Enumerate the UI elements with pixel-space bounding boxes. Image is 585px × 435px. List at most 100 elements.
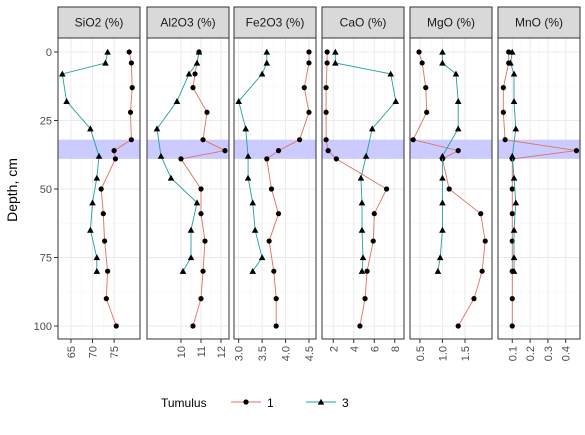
data-point-tumulus-3 xyxy=(510,98,518,104)
y-axis-title: Depth, cm xyxy=(4,158,20,222)
panel-strip xyxy=(57,6,141,39)
data-point-tumulus-1 xyxy=(128,60,134,66)
data-point-tumulus-1 xyxy=(424,109,430,115)
data-point-tumulus-3 xyxy=(454,125,462,132)
data-point-tumulus-1 xyxy=(371,211,377,217)
data-point-tumulus-3 xyxy=(510,70,518,77)
data-point-tumulus-1 xyxy=(273,323,279,329)
panel-strip xyxy=(409,6,493,39)
data-point-tumulus-1 xyxy=(306,60,312,66)
data-point-tumulus-3 xyxy=(93,254,101,261)
data-point-tumulus-3 xyxy=(439,152,446,159)
data-point-tumulus-1 xyxy=(500,85,506,91)
x-tick-label: 6 xyxy=(369,346,381,352)
x-tick-label: 0.5 xyxy=(415,346,427,361)
data-point-tumulus-1 xyxy=(446,186,452,192)
highlight-band xyxy=(58,139,140,159)
data-point-tumulus-1 xyxy=(190,85,196,91)
x-tick-label: 0.1 xyxy=(507,346,519,361)
y-tick-label: 0 xyxy=(46,47,52,59)
panel-border xyxy=(57,37,141,340)
data-point-tumulus-1 xyxy=(200,268,206,274)
data-point-tumulus-1 xyxy=(383,186,390,192)
data-point-tumulus-3 xyxy=(387,70,394,77)
panel-title: Fe2O3 (%) xyxy=(246,16,305,30)
data-point-tumulus-1 xyxy=(126,49,132,55)
panels-layer: 0 25 50 75 100 SiO2 (%) 65 70 75 Al2O3 (%) 10 11 12 F… xyxy=(34,6,581,361)
data-point-tumulus-3 xyxy=(452,70,460,77)
data-point-tumulus-1 xyxy=(323,85,329,91)
data-point-tumulus-1 xyxy=(200,137,206,143)
data-point-tumulus-1 xyxy=(362,296,368,302)
y-tick-label: 75 xyxy=(40,253,52,265)
highlight-band xyxy=(498,139,580,159)
data-point-tumulus-1 xyxy=(275,211,282,217)
data-point-tumulus-3 xyxy=(87,226,94,233)
data-point-tumulus-3 xyxy=(358,226,366,233)
data-point-tumulus-1 xyxy=(416,49,422,55)
data-point-tumulus-1 xyxy=(502,137,508,143)
data-point-tumulus-3 xyxy=(358,267,366,274)
x-tick-label: 0.2 xyxy=(525,346,537,361)
data-point-tumulus-1 xyxy=(509,323,515,329)
data-point-tumulus-1 xyxy=(306,109,312,115)
y-tick-label: 100 xyxy=(34,321,52,333)
data-point-tumulus-3 xyxy=(93,267,101,274)
data-point-tumulus-1 xyxy=(478,211,484,217)
data-point-tumulus-3 xyxy=(439,48,446,55)
data-point-tumulus-3 xyxy=(244,174,252,181)
data-point-tumulus-3 xyxy=(63,98,70,104)
data-point-tumulus-1 xyxy=(509,211,515,217)
data-point-tumulus-3 xyxy=(153,125,161,132)
data-point-tumulus-3 xyxy=(263,48,271,55)
legend-key-marker xyxy=(243,399,249,405)
x-tick-label: 3.0 xyxy=(234,346,246,361)
panel-strip xyxy=(321,6,405,39)
data-point-tumulus-1 xyxy=(273,296,279,302)
data-point-tumulus-3 xyxy=(436,254,444,261)
data-point-tumulus-1 xyxy=(111,148,117,154)
data-point-tumulus-3 xyxy=(102,59,109,66)
x-tick-label: 2 xyxy=(328,346,340,352)
y-tick-label: 25 xyxy=(40,116,52,128)
data-point-tumulus-3 xyxy=(242,125,250,132)
panel-strip xyxy=(497,6,581,39)
data-point-tumulus-1 xyxy=(266,238,272,244)
panel-title: MnO (%) xyxy=(515,16,563,30)
data-point-tumulus-1 xyxy=(268,186,275,192)
x-tick-label: 1.0 xyxy=(437,346,449,361)
data-point-tumulus-1 xyxy=(357,323,363,329)
legend-title: Tumulus xyxy=(161,396,207,410)
data-point-tumulus-3 xyxy=(251,226,259,233)
panel-2: Al2O3 (%) 10 11 12 xyxy=(146,6,230,358)
data-point-tumulus-3 xyxy=(439,226,446,233)
data-point-tumulus-1 xyxy=(324,60,330,66)
data-point-tumulus-1 xyxy=(573,148,580,154)
data-point-tumulus-1 xyxy=(455,323,461,329)
data-point-tumulus-1 xyxy=(275,148,282,154)
x-tick-label: 4.0 xyxy=(281,346,293,361)
data-point-tumulus-1 xyxy=(325,148,331,154)
data-point-tumulus-3 xyxy=(95,152,103,159)
data-point-tumulus-3 xyxy=(179,267,187,274)
panel-strip xyxy=(233,6,317,39)
panel-6: MnO (%) 0.1 0.2 0.3 0.4 xyxy=(497,6,581,361)
data-point-tumulus-3 xyxy=(332,48,339,55)
data-point-tumulus-3 xyxy=(187,254,195,261)
x-tick-label: 1.5 xyxy=(460,346,472,361)
highlight-band xyxy=(322,139,404,159)
data-point-tumulus-3 xyxy=(439,199,446,206)
x-tick-label: 65 xyxy=(66,346,78,358)
data-point-tumulus-3 xyxy=(512,199,520,206)
data-point-tumulus-1 xyxy=(306,49,312,55)
data-point-tumulus-3 xyxy=(157,152,165,159)
data-point-tumulus-1 xyxy=(190,323,196,329)
data-point-tumulus-1 xyxy=(128,137,134,143)
panel-title: Al2O3 (%) xyxy=(160,16,215,30)
data-point-tumulus-1 xyxy=(301,85,307,91)
data-point-tumulus-3 xyxy=(368,125,376,132)
data-point-tumulus-3 xyxy=(87,125,94,132)
x-tick-label: 0.3 xyxy=(543,346,555,361)
data-point-tumulus-1 xyxy=(419,60,425,66)
x-tick-label: 10 xyxy=(176,346,188,358)
